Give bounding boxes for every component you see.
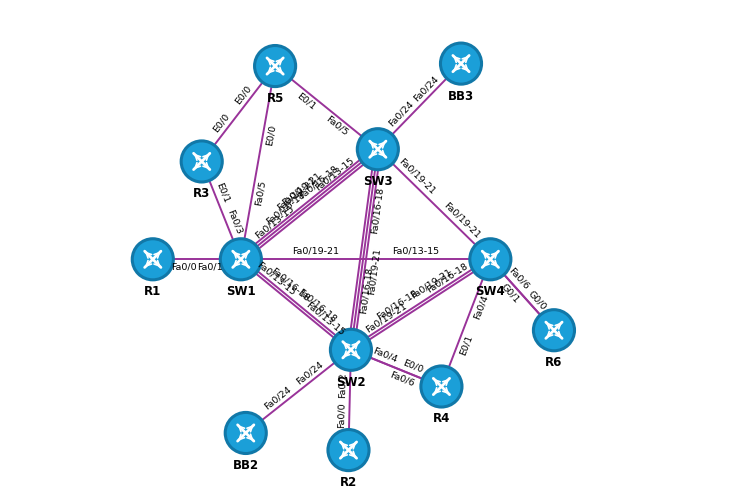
- Text: BB2: BB2: [233, 459, 259, 472]
- Text: E0/0: E0/0: [401, 358, 424, 374]
- Text: Fa0/13-15: Fa0/13-15: [392, 247, 439, 256]
- Text: Fa0/5: Fa0/5: [324, 115, 350, 138]
- Circle shape: [255, 45, 296, 87]
- Text: Fa0/16-18: Fa0/16-18: [425, 261, 469, 295]
- Text: Fa0/13-15: Fa0/13-15: [304, 300, 346, 337]
- Text: Fa0/4: Fa0/4: [472, 293, 489, 320]
- Text: SW1: SW1: [226, 285, 256, 298]
- Circle shape: [220, 239, 262, 280]
- Text: Fa0/5: Fa0/5: [254, 180, 268, 207]
- Text: Fa0/16-18: Fa0/16-18: [359, 267, 374, 314]
- Text: E0/0: E0/0: [265, 124, 277, 146]
- Text: Fa0/19-21: Fa0/19-21: [397, 157, 437, 196]
- Text: Fa0/6: Fa0/6: [389, 370, 416, 388]
- Circle shape: [440, 43, 482, 84]
- Circle shape: [470, 239, 511, 280]
- Circle shape: [330, 329, 371, 370]
- Text: Fa0/24: Fa0/24: [412, 74, 441, 103]
- Text: E0/1: E0/1: [295, 91, 317, 111]
- Text: G0/0: G0/0: [527, 289, 548, 311]
- Text: E0/1: E0/1: [215, 182, 230, 204]
- Text: Fa0/19-21: Fa0/19-21: [275, 175, 317, 212]
- Text: R6: R6: [545, 356, 562, 369]
- Text: Fa0/1: Fa0/1: [197, 263, 223, 272]
- Text: Fa0/13-15: Fa0/13-15: [313, 155, 356, 192]
- Text: Fa0/4: Fa0/4: [372, 346, 399, 365]
- Text: Fa0/6: Fa0/6: [507, 266, 531, 291]
- Text: Fa0/24: Fa0/24: [387, 99, 416, 128]
- Text: R1: R1: [144, 285, 162, 298]
- Text: R2: R2: [340, 476, 357, 489]
- Text: Fa0/19-21: Fa0/19-21: [292, 247, 339, 256]
- Text: Fa0/19-21: Fa0/19-21: [281, 171, 323, 207]
- Text: Fa0/16-18: Fa0/16-18: [370, 186, 385, 234]
- Text: Fa0/16-18: Fa0/16-18: [264, 190, 306, 226]
- Circle shape: [328, 430, 369, 471]
- Circle shape: [225, 412, 266, 454]
- Text: Fa0/13-15: Fa0/13-15: [256, 260, 298, 297]
- Text: E0/0: E0/0: [233, 84, 253, 106]
- Circle shape: [357, 129, 399, 170]
- Text: E0/0: E0/0: [211, 112, 231, 134]
- Circle shape: [534, 309, 574, 351]
- Text: BB3: BB3: [448, 90, 474, 102]
- Text: G0/1: G0/1: [499, 281, 521, 304]
- Text: SW3: SW3: [363, 175, 393, 188]
- Text: Fa0/16-18: Fa0/16-18: [297, 163, 339, 200]
- Text: Fa0/19-21: Fa0/19-21: [364, 301, 408, 335]
- Text: E0/1: E0/1: [458, 333, 473, 356]
- Text: Fa0/24: Fa0/24: [294, 360, 325, 386]
- Circle shape: [132, 239, 173, 280]
- Text: Fa0/3: Fa0/3: [225, 209, 243, 236]
- Text: SW2: SW2: [336, 376, 366, 389]
- Text: R3: R3: [193, 187, 210, 200]
- Text: Fa0/13-15: Fa0/13-15: [253, 204, 296, 241]
- Text: R4: R4: [433, 412, 450, 426]
- Text: Fa0/24: Fa0/24: [262, 384, 293, 411]
- Text: Fa0/19-21: Fa0/19-21: [408, 267, 453, 300]
- Circle shape: [421, 366, 462, 407]
- Text: SW4: SW4: [476, 285, 505, 298]
- Text: Fa0/16-18: Fa0/16-18: [270, 266, 311, 303]
- Text: R5: R5: [267, 92, 284, 105]
- Text: Fa0/19-21: Fa0/19-21: [366, 247, 382, 295]
- Text: Fa0/16-18: Fa0/16-18: [375, 289, 419, 322]
- Text: Fa0/2: Fa0/2: [337, 372, 347, 398]
- Text: Fa0/19-21: Fa0/19-21: [442, 201, 482, 240]
- Text: Fa0/0: Fa0/0: [171, 263, 196, 272]
- Text: Fa0/0: Fa0/0: [336, 402, 346, 428]
- Text: Fa0/16-18: Fa0/16-18: [296, 287, 338, 324]
- Circle shape: [181, 141, 222, 182]
